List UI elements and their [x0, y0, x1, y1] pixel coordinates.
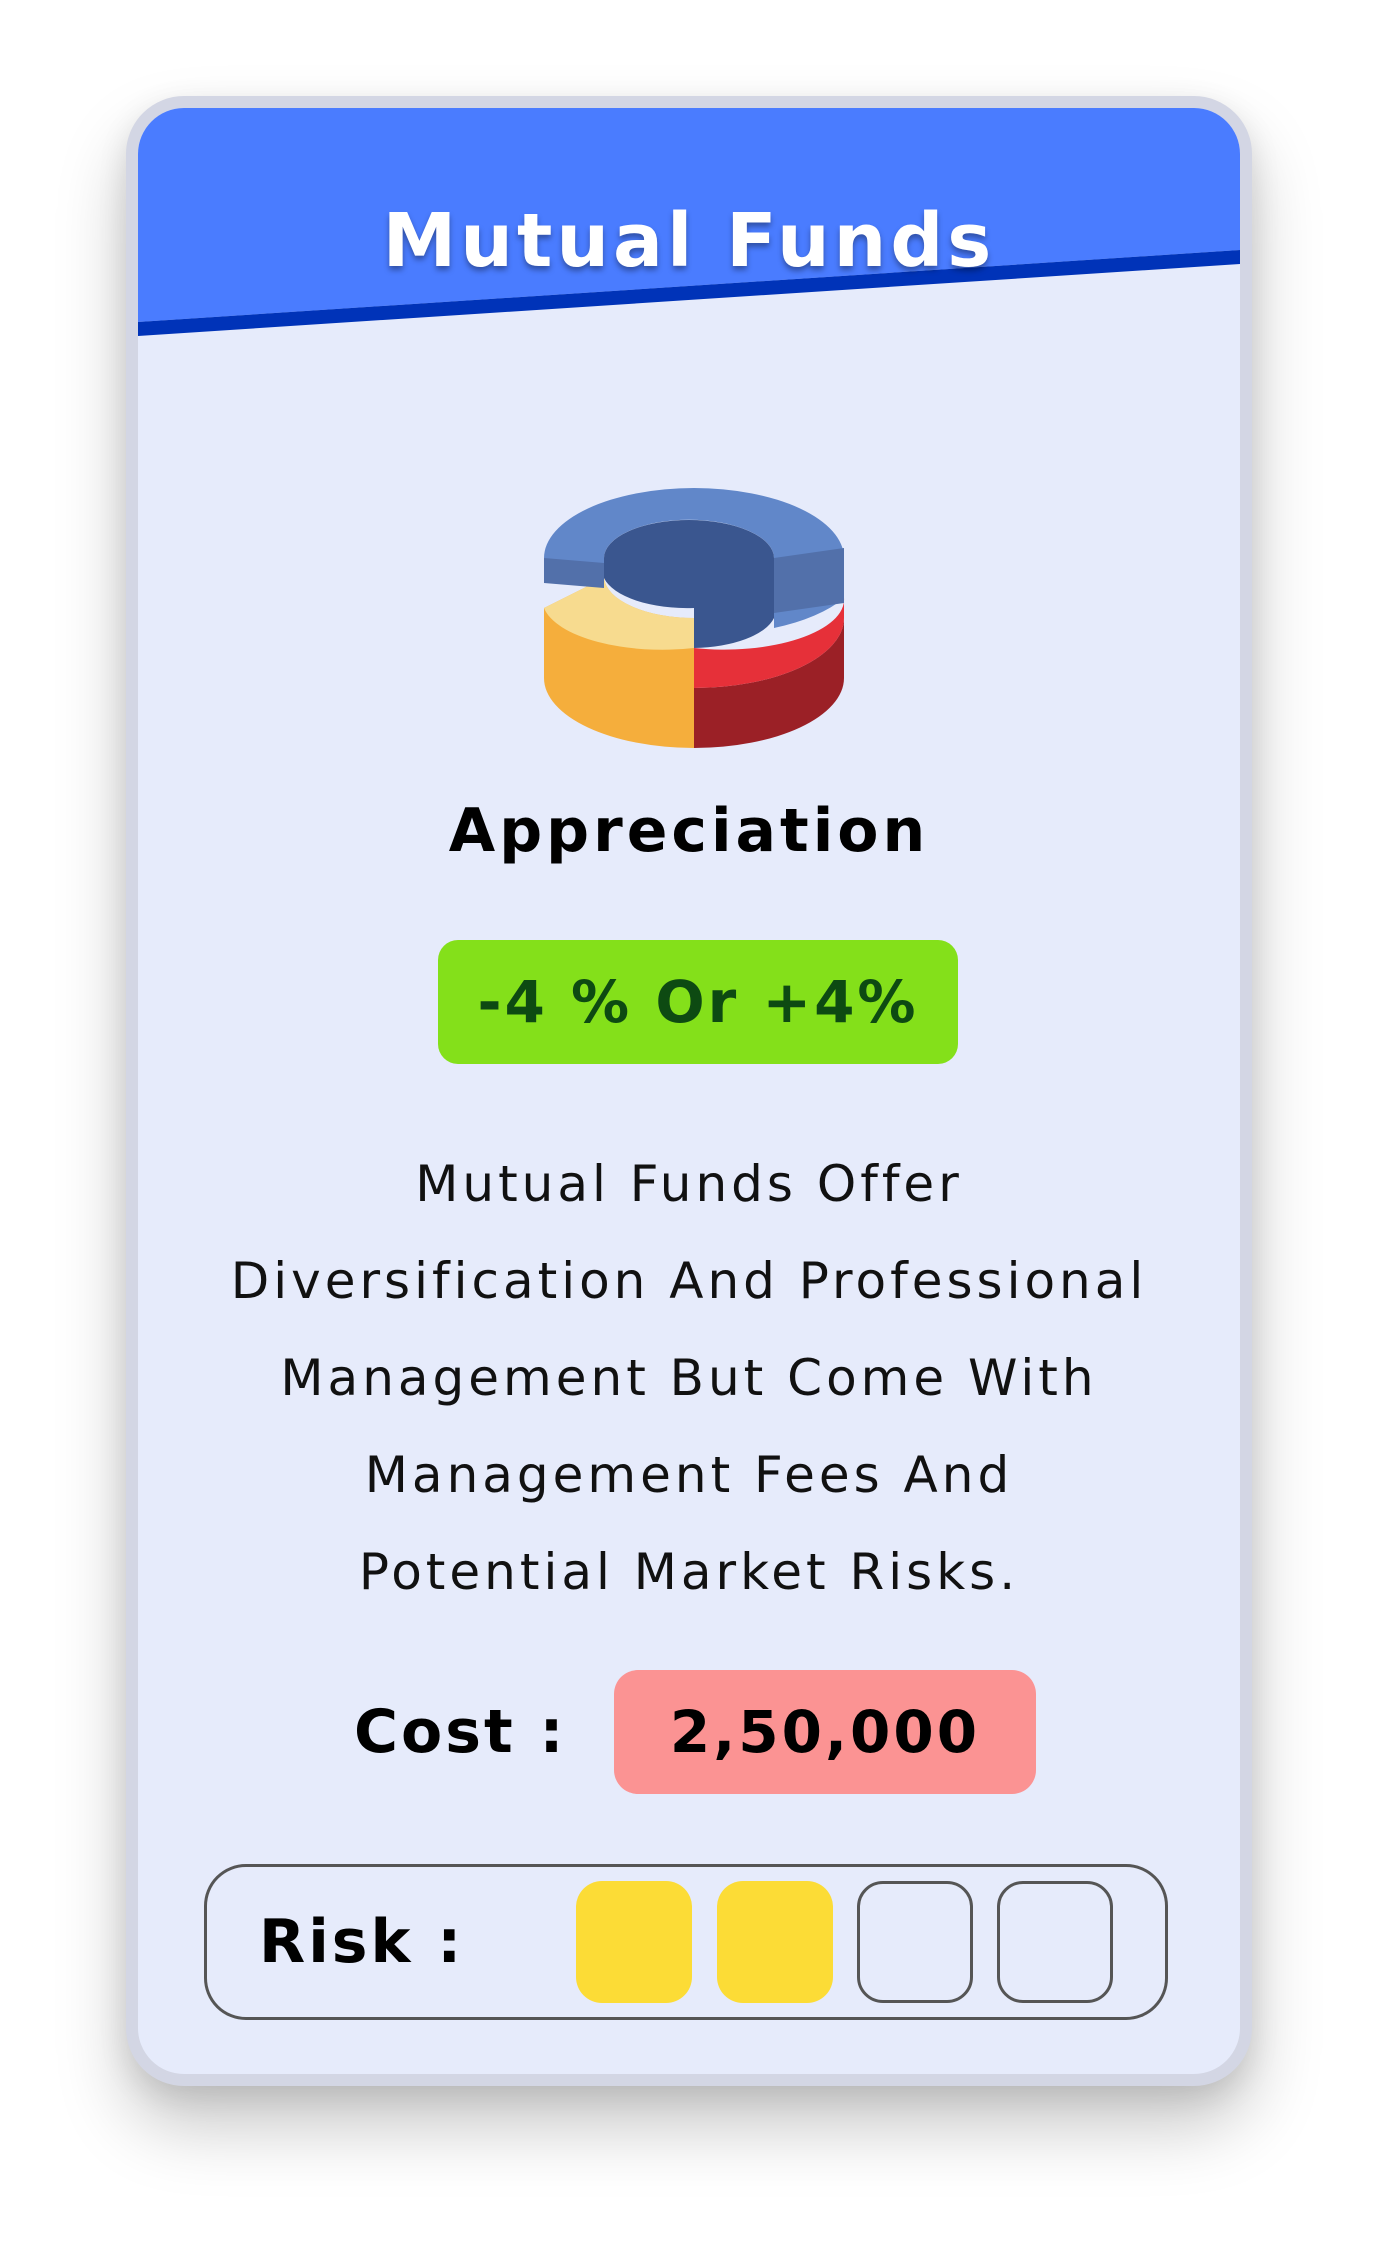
cost-value-badge: 2,50,000 [614, 1670, 1036, 1794]
risk-label: Risk : [259, 1907, 465, 1977]
card-header-band [138, 108, 1240, 336]
description-line: Diversification And Professional [230, 1252, 1148, 1310]
pie-chart-3d-icon [544, 488, 845, 748]
description-line: Management Fees And [364, 1446, 1014, 1504]
appreciation-heading: Appreciation [448, 796, 930, 866]
risk-level-indicator [857, 1881, 973, 2003]
card-title: Mutual Funds [382, 198, 996, 284]
cost-label: Cost : [354, 1697, 567, 1767]
card-description: Mutual Funds Offer Diversification And P… [198, 1136, 1180, 1621]
risk-level-indicator [576, 1881, 692, 2003]
risk-level-indicator [997, 1881, 1113, 2003]
risk-level-indicator [717, 1881, 833, 2003]
description-line: Mutual Funds Offer [415, 1155, 963, 1213]
description-line: Potential Market Risks. [358, 1543, 1020, 1601]
investment-card: Mutual Funds Appreciation -4 % Or +4% Mu… [126, 96, 1252, 2086]
appreciation-badge: -4 % Or +4% [438, 940, 958, 1064]
risk-meter: Risk : [204, 1864, 1168, 2020]
description-line: Management But Come With [280, 1349, 1098, 1407]
